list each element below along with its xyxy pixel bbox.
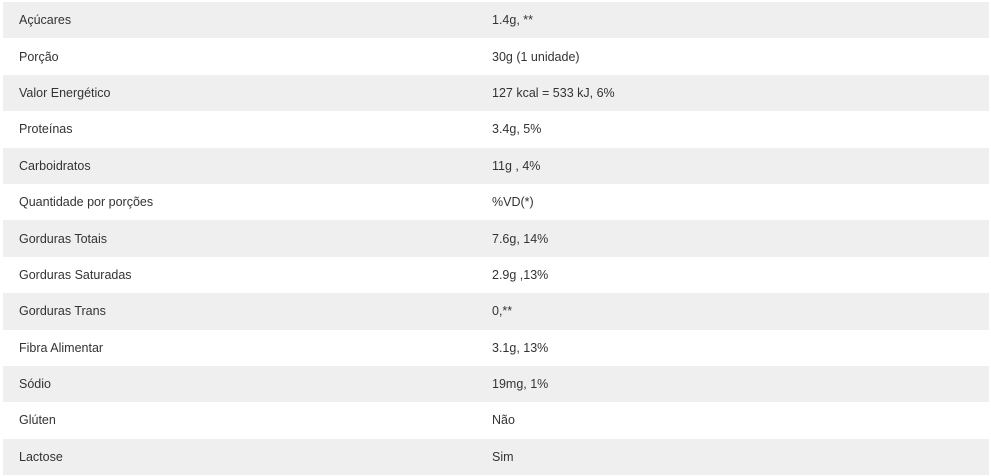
row-value: 2.9g ,13% — [492, 267, 549, 282]
table-row: Lactose Sim — [3, 438, 989, 476]
row-label: Sódio — [19, 377, 51, 392]
row-value: 30g (1 unidade) — [492, 49, 580, 64]
row-label: Porção — [19, 49, 59, 64]
table-row: Carboidratos 11g , 4% — [3, 147, 989, 184]
table-row: Sódio 19mg, 1% — [3, 365, 989, 403]
row-value: 3.1g, 13% — [492, 340, 549, 355]
row-value: 0,** — [492, 304, 513, 319]
row-label: Quantidade por porções — [19, 195, 154, 210]
row-value: 11g , 4% — [492, 158, 541, 173]
table-row: Gorduras Saturadas 2.9g ,13% — [3, 257, 989, 293]
table-row: Glúten Não — [3, 402, 989, 438]
table-row: Gorduras Totais 7.6g, 14% — [3, 220, 989, 257]
row-value: 7.6g, 14% — [492, 231, 549, 246]
table-row: Porção 30g (1 unidade) — [3, 38, 989, 74]
row-label: Açúcares — [19, 13, 72, 28]
row-value: 3.4g, 5% — [492, 122, 542, 137]
row-value: %VD(*) — [492, 195, 534, 210]
table-row: Valor Energético 127 kcal = 533 kJ, 6% — [3, 74, 989, 112]
table-row: Açúcares 1.4g, ** — [3, 2, 989, 39]
row-label: Carboidratos — [19, 158, 91, 173]
row-value: Não — [492, 413, 515, 428]
row-label: Proteínas — [19, 122, 73, 137]
row-label: Gorduras Saturadas — [19, 267, 132, 282]
table-row: Proteínas 3.4g, 5% — [3, 111, 989, 147]
row-value: Sim — [492, 449, 514, 464]
row-label: Glúten — [19, 413, 56, 428]
table-row: Fibra Alimentar 3.1g, 13% — [3, 330, 989, 366]
row-value: 127 kcal = 533 kJ, 6% — [492, 85, 615, 100]
row-label: Gorduras Trans — [19, 304, 106, 319]
row-value: 19mg, 1% — [492, 377, 549, 392]
row-label: Valor Energético — [19, 85, 111, 100]
table-row: Quantidade por porções %VD(*) — [3, 184, 989, 220]
row-value: 1.4g, ** — [492, 13, 534, 28]
row-label: Fibra Alimentar — [19, 340, 104, 355]
table-row: Gorduras Trans 0,** — [3, 293, 989, 330]
row-label: Lactose — [19, 449, 63, 464]
row-label: Gorduras Totais — [19, 231, 108, 246]
